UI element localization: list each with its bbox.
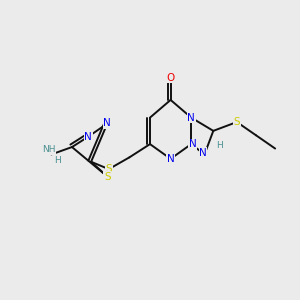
Text: S: S [104,172,111,182]
Text: N: N [187,112,195,123]
Text: N: N [167,154,175,164]
Text: NH: NH [42,146,55,154]
Text: S: S [233,117,240,127]
Text: N: N [84,132,92,142]
Text: H: H [216,141,223,150]
Text: N: N [199,148,207,158]
Text: S: S [106,164,112,174]
Text: O: O [167,73,175,83]
Text: N: N [103,118,111,128]
Text: N: N [189,139,196,149]
Text: H: H [55,156,61,165]
